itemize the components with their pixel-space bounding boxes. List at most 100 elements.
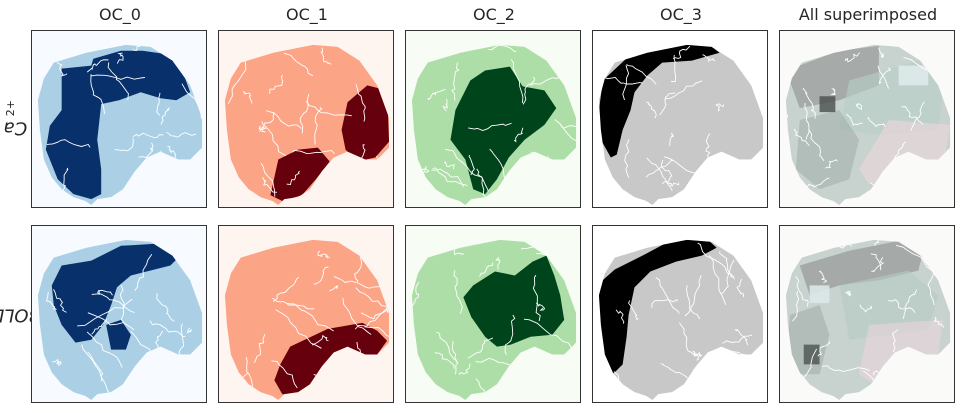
area-boundary — [81, 344, 111, 394]
area-boundary — [734, 328, 749, 346]
area-boundary — [901, 106, 923, 125]
area-boundary — [877, 65, 889, 89]
area-boundary — [722, 334, 753, 344]
panel-row0-col3 — [592, 30, 768, 208]
area-boundary — [165, 358, 184, 373]
area-boundary — [646, 157, 673, 191]
area-boundary — [845, 113, 863, 126]
area-boundary — [272, 276, 300, 302]
panel-row1-col2 — [405, 225, 581, 403]
area-boundary — [891, 329, 899, 352]
area-boundary — [793, 128, 810, 146]
area-boundary — [520, 378, 534, 401]
brain-map — [411, 239, 577, 401]
area-boundary — [495, 256, 501, 270]
area-boundary — [342, 297, 372, 335]
area-boundary — [299, 93, 310, 134]
area-boundary — [669, 132, 674, 147]
brain-map — [785, 44, 951, 206]
area-boundary — [915, 47, 932, 55]
area-boundary — [859, 304, 872, 313]
brain-map — [598, 239, 764, 401]
brain-map — [224, 44, 390, 206]
area-boundary — [622, 65, 630, 101]
row-label-bold: BOLD — [0, 304, 41, 326]
area-boundary — [802, 87, 816, 119]
area-boundary — [615, 309, 625, 324]
area-boundary — [821, 365, 871, 373]
area-boundary — [337, 180, 348, 186]
area-boundary — [444, 148, 489, 192]
area-boundary — [52, 358, 62, 367]
row-label-ca: Ca2+ — [3, 100, 28, 139]
superimposed-patch — [859, 319, 944, 385]
superimposed-patch — [803, 344, 820, 365]
area-boundary — [317, 250, 330, 259]
area-boundary — [451, 62, 460, 101]
area-boundary — [138, 142, 154, 158]
area-boundary — [434, 352, 455, 369]
area-boundary — [119, 284, 125, 324]
area-boundary — [132, 132, 164, 138]
column-title-oc0: OC_0 — [99, 5, 141, 24]
area-boundary — [547, 156, 570, 205]
area-boundary — [134, 254, 153, 292]
area-boundary — [427, 88, 446, 101]
component-region — [45, 50, 191, 200]
area-boundary — [624, 139, 630, 178]
area-boundary — [523, 179, 532, 206]
area-boundary — [271, 360, 298, 389]
superimposed-patch — [795, 110, 860, 190]
area-boundary — [645, 159, 674, 178]
area-boundary — [795, 275, 809, 307]
area-boundary — [870, 239, 880, 246]
area-boundary — [355, 84, 366, 122]
brain-map — [411, 44, 577, 206]
panel-row1-col4 — [779, 225, 955, 403]
area-boundary — [535, 302, 546, 311]
area-boundary — [291, 149, 335, 154]
area-boundary — [686, 285, 701, 320]
panel-row0-col0 — [31, 30, 207, 208]
component-region — [341, 85, 390, 162]
area-boundary — [513, 127, 524, 143]
brain-map — [785, 239, 951, 401]
area-boundary — [97, 289, 113, 296]
area-boundary — [91, 318, 108, 335]
area-boundary — [329, 285, 339, 292]
area-boundary — [148, 172, 154, 180]
panel-row1-col3 — [592, 225, 768, 403]
area-boundary — [431, 168, 465, 188]
area-boundary — [283, 52, 314, 77]
panel-row1-col1 — [218, 225, 394, 403]
panel-row0-col4 — [779, 30, 955, 208]
area-boundary — [313, 266, 329, 285]
area-boundary — [536, 358, 555, 368]
brain-map — [37, 239, 203, 401]
brain-outline — [224, 44, 390, 206]
component-region — [106, 319, 131, 350]
component-region — [270, 147, 330, 202]
area-boundary — [902, 289, 918, 320]
area-boundary — [305, 100, 352, 117]
area-boundary — [314, 106, 323, 145]
area-boundary — [468, 122, 512, 132]
area-boundary — [855, 102, 863, 110]
area-boundary — [259, 111, 275, 132]
area-boundary — [261, 121, 287, 157]
area-boundary — [242, 91, 253, 104]
area-boundary — [354, 304, 390, 330]
area-boundary — [867, 117, 886, 128]
area-boundary — [286, 170, 300, 186]
area-boundary — [691, 351, 703, 358]
area-boundary — [262, 176, 277, 193]
area-boundary — [451, 341, 459, 375]
brain-map — [224, 239, 390, 401]
area-boundary — [117, 52, 124, 64]
area-boundary — [90, 74, 106, 115]
area-boundary — [366, 155, 379, 191]
area-boundary — [563, 368, 577, 394]
area-boundary — [355, 287, 389, 313]
area-boundary — [646, 101, 657, 119]
area-boundary — [692, 369, 719, 383]
